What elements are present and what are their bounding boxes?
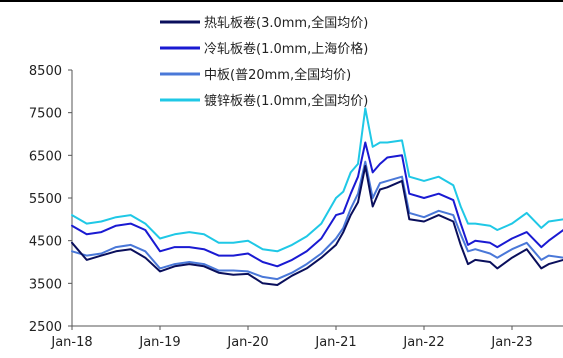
y-tick-label: 8500 — [29, 64, 62, 79]
x-tick-label: Jan-19 — [138, 335, 180, 350]
chart-legend: 热轧板卷(3.0mm,全国均价) 冷轧板卷(1.0mm,上海价格) 中板(普20mm… — [160, 15, 368, 109]
x-tick-label: Jan-20 — [226, 335, 268, 350]
y-tick-label: 5500 — [29, 192, 62, 207]
chart-axes: 2500 3500 4500 5500 6500 7500 8500 Jan-18 Jan-19… — [29, 64, 563, 350]
x-tick-label: Jan-22 — [402, 335, 444, 350]
x-tick-label: Jan-23 — [490, 335, 532, 350]
y-tick-label: 4500 — [29, 235, 62, 250]
series-line-1 — [71, 165, 563, 286]
legend-label-1: 热轧板卷(3.0mm,全国均价) — [204, 15, 368, 31]
legend-label-4: 镀锌板卷(1.0mm,全国均价) — [204, 93, 368, 109]
top-rule — [0, 0, 563, 2]
series-line-3 — [71, 160, 563, 281]
series-line-2 — [71, 141, 563, 268]
series-line-4 — [71, 107, 563, 253]
legend-label-2: 冷轧板卷(1.0mm,上海价格) — [204, 41, 368, 57]
y-tick-label: 3500 — [29, 277, 62, 292]
y-tick-label: 6500 — [29, 149, 62, 164]
chart-series-lines — [71, 107, 563, 286]
x-tick-label: Jan-21 — [314, 335, 356, 350]
x-tick-label: Jan-18 — [50, 335, 92, 350]
legend-label-3: 中板(普20mm,全国均价) — [204, 67, 351, 83]
y-tick-label: 7500 — [29, 107, 62, 122]
y-tick-label: 2500 — [29, 320, 62, 335]
